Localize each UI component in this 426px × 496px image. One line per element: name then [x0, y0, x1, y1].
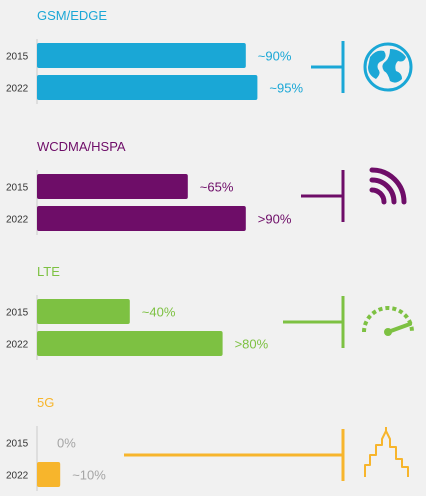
year-label: 2022 — [6, 215, 29, 226]
value-label: ~65% — [200, 180, 234, 195]
bar-2015 — [37, 299, 130, 324]
year-label: 2015 — [6, 308, 29, 319]
signal-wave-inner — [369, 187, 387, 205]
value-label: ~95% — [269, 81, 303, 96]
bar-2015 — [37, 43, 246, 68]
globe-outline — [363, 42, 413, 92]
signal-waves-icon — [369, 167, 407, 205]
value-label: 0% — [57, 436, 76, 451]
year-label: 2022 — [6, 340, 29, 351]
value-label: >80% — [235, 337, 269, 352]
value-label: >90% — [258, 212, 292, 227]
globe-continent-east — [382, 49, 406, 83]
globe-continent-west — [368, 50, 386, 79]
year-label: 2015 — [6, 439, 29, 450]
section-gsm-edge: GSM/EDGE 2015 ~90% 2022 ~95% — [6, 8, 413, 104]
city-skyline-icon — [364, 427, 409, 477]
section-lte: LTE 2015 ~40% 2022 >80% — [6, 264, 414, 360]
value-label: ~40% — [142, 305, 176, 320]
signal-wave-outer — [369, 167, 407, 205]
section-title: LTE — [37, 264, 60, 279]
globe-icon — [363, 42, 413, 92]
bar-2022 — [37, 206, 246, 231]
section-title: 5G — [37, 395, 54, 410]
section-title: GSM/EDGE — [37, 8, 107, 23]
section-5g: 5G 2015 0% 2022 ~10% — [6, 395, 409, 491]
section-title: WCDMA/HSPA — [37, 139, 126, 154]
bar-2022 — [37, 462, 61, 487]
value-label: ~90% — [258, 49, 292, 64]
year-label: 2022 — [6, 471, 29, 482]
bar-2015 — [37, 174, 188, 199]
year-label: 2015 — [6, 52, 29, 63]
speedometer-icon — [362, 306, 414, 336]
section-wcdma-hspa: WCDMA/HSPA 2015 ~65% 2022 >90% — [6, 139, 407, 235]
bar-2022 — [37, 75, 258, 100]
speedometer-hub — [384, 328, 392, 336]
bar-2022 — [37, 331, 223, 356]
signal-wave-middle — [369, 177, 397, 205]
year-label: 2022 — [6, 84, 29, 95]
value-label: ~10% — [72, 468, 106, 483]
skyline-outline — [364, 430, 409, 477]
year-label: 2015 — [6, 183, 29, 194]
